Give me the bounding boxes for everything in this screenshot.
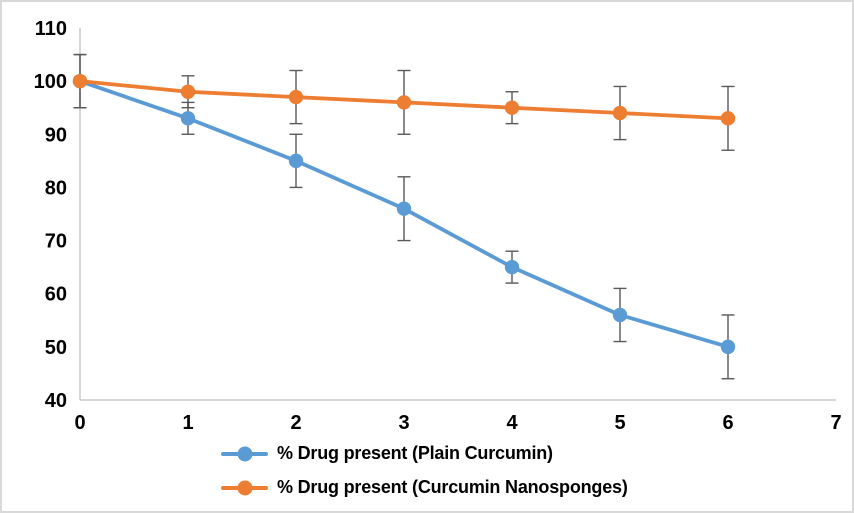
legend-label-curcumin-nanosponges: % Drug present (Curcumin Nanosponges) (277, 477, 628, 497)
svg-text:90: 90 (45, 124, 67, 146)
svg-text:110: 110 (35, 18, 67, 40)
legend-dot-icon (237, 446, 252, 461)
svg-text:4: 4 (506, 412, 518, 434)
svg-text:1: 1 (182, 412, 193, 434)
legend-marker-plain-curcumin (221, 446, 268, 461)
svg-text:3: 3 (398, 412, 409, 434)
svg-text:70: 70 (45, 231, 67, 253)
svg-text:80: 80 (45, 177, 67, 199)
legend-dot-icon (237, 480, 252, 495)
svg-text:60: 60 (45, 284, 67, 306)
svg-text:0: 0 (74, 412, 85, 434)
svg-text:5: 5 (614, 412, 625, 434)
legend-label-plain-curcumin: % Drug present (Plain Curcumin) (277, 443, 553, 463)
svg-text:50: 50 (45, 337, 67, 359)
legend-marker-curcumin-nanosponges (221, 480, 268, 495)
chart-legend: % Drug present (Plain Curcumin) % Drug p… (221, 443, 628, 498)
svg-text:100: 100 (34, 71, 67, 93)
svg-text:2: 2 (290, 412, 301, 434)
svg-text:7: 7 (830, 412, 841, 434)
legend-item-curcumin-nanosponges: % Drug present (Curcumin Nanosponges) (221, 477, 628, 498)
svg-text:6: 6 (722, 412, 733, 434)
legend-item-plain-curcumin: % Drug present (Plain Curcumin) (221, 443, 553, 464)
svg-text:40: 40 (45, 390, 67, 412)
